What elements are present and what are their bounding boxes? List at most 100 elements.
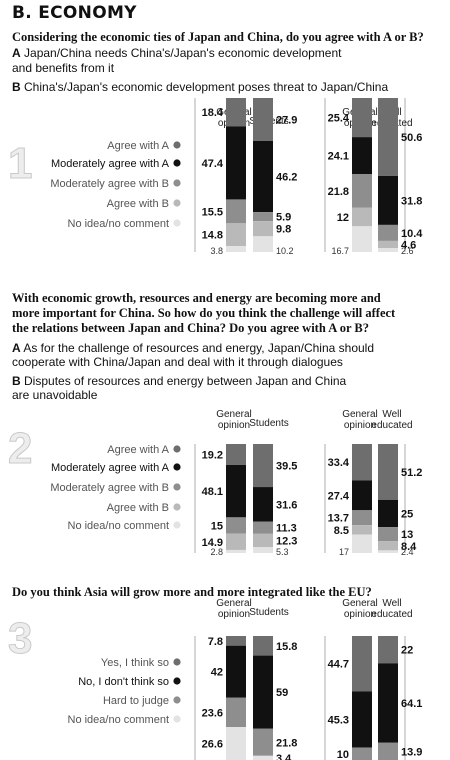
chart1-bar-segment xyxy=(378,240,398,248)
chart2-group-header: educated xyxy=(371,420,412,431)
chart2-data-label: 27.4 xyxy=(328,490,350,502)
chart3-group-header: Well xyxy=(382,598,401,609)
chart3-bar-segment xyxy=(226,697,246,728)
chart2-bar-segment xyxy=(378,550,398,553)
chart2-legend-swatch xyxy=(173,445,181,453)
chart1-bar-segment xyxy=(352,137,372,175)
chart1-data-label: 24.1 xyxy=(328,151,349,163)
chart1-bar-segment xyxy=(253,221,273,237)
chart2-bar-segment xyxy=(226,517,246,534)
chart2-data-label: 14.9 xyxy=(202,537,223,549)
chart2-data-label: 12.3 xyxy=(276,536,297,548)
q3-question: Do you think Asia will grow more and mor… xyxy=(12,585,372,599)
chart1-bar-segment xyxy=(226,199,246,224)
chart1-bar-segment xyxy=(253,140,273,213)
chart3-data-label: 10 xyxy=(337,749,349,760)
chart3-legend-swatch xyxy=(173,715,181,723)
chart2-legend-label: No idea/no comment xyxy=(68,520,170,532)
chart1-bar-segment xyxy=(378,98,398,176)
chart2-group-header: General xyxy=(342,409,378,420)
chart2-data-label: 15 xyxy=(211,521,223,533)
chart2-data-label: 31.6 xyxy=(276,499,297,511)
chart3-bar-segment xyxy=(253,755,273,760)
chart2-data-label: 5.3 xyxy=(276,547,289,557)
chart3-group-header: educated xyxy=(371,609,412,620)
chart2-bar-segment xyxy=(253,521,273,534)
chart2-group-header: Well xyxy=(382,409,401,420)
chart2-bar-segment xyxy=(226,533,246,550)
chart1-data-label: 18.4 xyxy=(202,107,224,119)
chart3-data-label: 64.1 xyxy=(401,698,422,710)
chart3-bar-segment xyxy=(226,727,246,760)
chart3-group-header: opinion xyxy=(344,609,376,620)
chart1-data-label: 12 xyxy=(337,212,349,224)
chart2-data-label: 51.2 xyxy=(401,467,422,479)
chart3-data-label: 13.9 xyxy=(401,746,422,758)
chart3-group-header: General xyxy=(216,598,252,609)
chart2-data-label: 19.2 xyxy=(202,449,223,461)
chart2-bar-segment xyxy=(253,547,273,553)
chart2-legend-label: Moderately agree with B xyxy=(50,482,169,494)
chart3-legend-label: Yes, I think so xyxy=(101,657,169,669)
chart1-data-label: 9.8 xyxy=(276,224,291,236)
chart1-data-label: 5.9 xyxy=(276,212,291,224)
chart3-bar-segment xyxy=(378,742,398,760)
chart3-data-label: 26.6 xyxy=(202,739,223,751)
chart2-bar-segment xyxy=(352,480,372,511)
chart3-group-header: opinion xyxy=(218,609,250,620)
chart2-data-label: 8.5 xyxy=(334,525,349,537)
chart1-legend-swatch xyxy=(173,179,181,187)
chart1-number: 1 xyxy=(8,139,32,188)
chart2-bar-segment xyxy=(378,444,398,500)
chart1-bar-segment xyxy=(226,98,246,127)
q1-option-a: A Japan/China needs China's/Japan's econ… xyxy=(12,46,341,60)
chart1-bar-segment xyxy=(352,207,372,227)
chart1-data-label: 10.2 xyxy=(276,246,294,256)
chart2-group-header: opinion xyxy=(218,420,250,431)
chart1-legend-label: Agree with B xyxy=(107,198,169,210)
chart2-bar-segment xyxy=(352,525,372,535)
chart1-data-label: 10.4 xyxy=(401,228,423,240)
chart2-legend-label: Agree with A xyxy=(107,444,169,456)
chart3-bar-segment xyxy=(253,728,273,756)
chart2-legend-swatch xyxy=(173,463,181,471)
chart2-data-label: 33.4 xyxy=(328,457,350,469)
chart2-data-label: 11.3 xyxy=(276,523,297,535)
chart1-data-label: 47.4 xyxy=(202,158,224,170)
chart1-bar-segment xyxy=(253,212,273,222)
chart1-data-label: 25.4 xyxy=(328,113,350,125)
chart2-group-header: opinion xyxy=(344,420,376,431)
chart2-data-label: 17 xyxy=(339,547,349,557)
chart1-legend-swatch xyxy=(173,141,181,149)
chart3-legend-swatch xyxy=(173,658,181,666)
chart3-legend-swatch xyxy=(173,677,181,685)
chart1-bar-segment xyxy=(253,98,273,141)
chart2-bar-segment xyxy=(253,444,273,488)
chart2-data-label: 25 xyxy=(401,508,413,520)
chart1-data-label: 27.9 xyxy=(276,114,297,126)
chart3-data-label: 45.3 xyxy=(328,715,349,727)
chart3-data-label: 21.8 xyxy=(276,737,297,749)
chart1-bar-segment xyxy=(352,174,372,208)
q2-a-key: A xyxy=(12,341,21,355)
chart1-data-label: 2.6 xyxy=(401,246,414,256)
chart3-data-label: 7.8 xyxy=(208,636,223,648)
chart1-bar-segment xyxy=(253,236,273,252)
chart2-bar-segment xyxy=(378,541,398,551)
chart3-bar-segment xyxy=(226,636,246,646)
chart1-bar-segment xyxy=(226,223,246,247)
q2-option-b: B Disputes of resources and energy betwe… xyxy=(12,374,346,388)
chart3-bar-segment xyxy=(378,636,398,664)
chart2-number: 2 xyxy=(8,424,32,473)
chart2-bar-segment xyxy=(226,464,246,518)
chart2-data-label: 13 xyxy=(401,529,413,541)
chart2-group-header: Students xyxy=(249,418,288,429)
chart3-bar-segment xyxy=(352,747,372,760)
chart1-data-label: 14.8 xyxy=(202,230,223,242)
chart2-bar-segment xyxy=(352,510,372,526)
chart1-bar-segment xyxy=(378,247,398,252)
chart2-bar-segment xyxy=(253,487,273,522)
chart3-number: 3 xyxy=(8,614,32,663)
chart3-legend-label: No, I don't think so xyxy=(78,676,169,688)
